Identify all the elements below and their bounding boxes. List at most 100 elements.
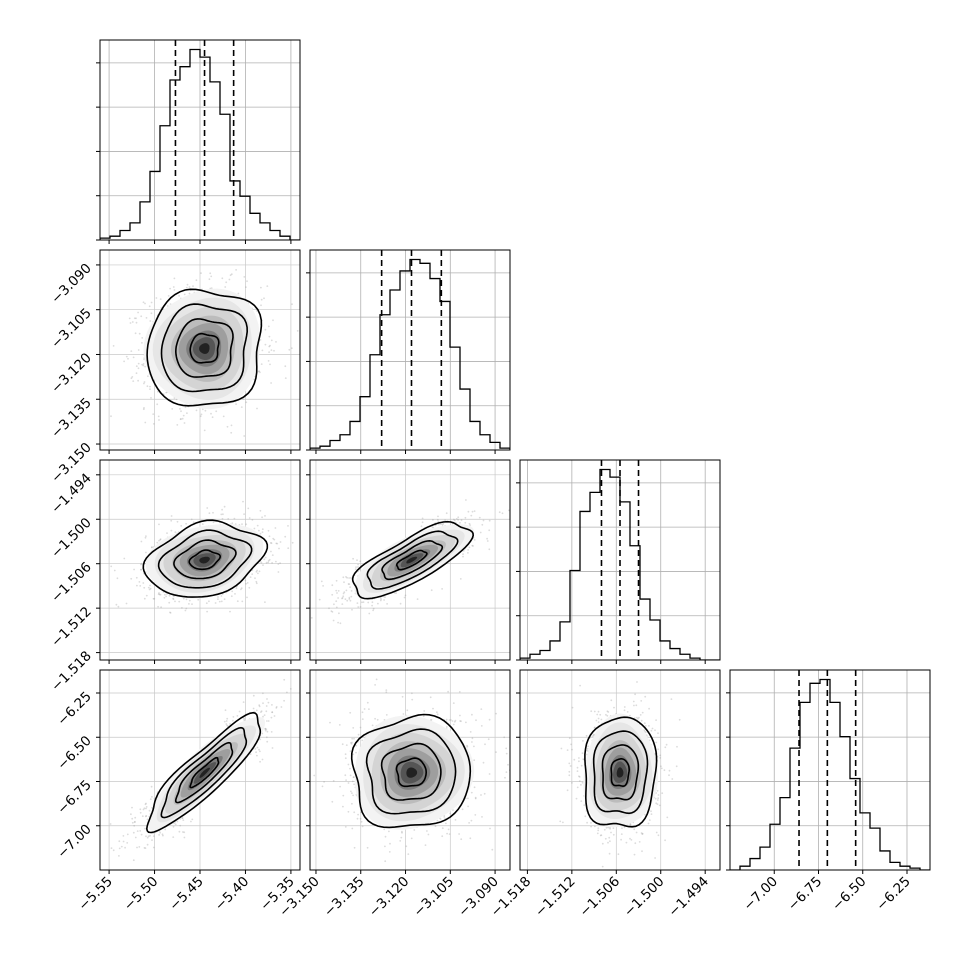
scatter-point xyxy=(353,783,355,786)
scatter-point xyxy=(258,704,261,707)
scatter-point xyxy=(261,349,264,352)
scatter-point xyxy=(168,601,171,604)
scatter-point xyxy=(144,421,147,424)
panel-1-0 xyxy=(96,249,301,454)
scatter-point xyxy=(225,720,228,722)
contour-2 xyxy=(160,303,249,393)
scatter-point xyxy=(215,410,218,413)
scatter-point xyxy=(372,607,375,610)
scatter-point xyxy=(296,330,299,332)
scatter-point xyxy=(344,753,347,756)
scatter-point xyxy=(629,714,631,717)
scatter-point xyxy=(604,837,607,840)
scatter-point xyxy=(226,725,229,728)
scatter-point xyxy=(337,597,339,599)
scatter-point xyxy=(466,745,469,748)
scatter-point xyxy=(366,846,369,849)
scatter-point xyxy=(329,721,331,724)
scatter-point xyxy=(172,598,175,601)
scatter-point xyxy=(227,518,230,520)
scatter-point xyxy=(188,292,191,295)
scatter-point xyxy=(256,746,259,749)
scatter-point xyxy=(460,838,463,841)
scatter-point xyxy=(271,704,273,706)
scatter-point xyxy=(350,743,353,745)
scatter-point xyxy=(436,518,439,521)
scatter-point xyxy=(203,429,206,432)
scatter-point xyxy=(184,406,187,409)
scatter-point xyxy=(181,817,184,820)
scatter-point xyxy=(128,317,131,320)
x-tick-label: −3.120 xyxy=(366,874,413,921)
scatter-point xyxy=(459,521,461,524)
scatter-point xyxy=(270,382,272,384)
scatter-point xyxy=(109,823,112,825)
scatter-point xyxy=(467,805,469,808)
scatter-point xyxy=(471,544,474,547)
scatter-point xyxy=(163,596,166,599)
scatter-point xyxy=(172,825,175,828)
scatter-point xyxy=(259,532,262,535)
scatter-point xyxy=(184,609,187,612)
scatter-point xyxy=(240,406,243,408)
contour-0 xyxy=(395,757,428,788)
scatter-point xyxy=(261,758,264,761)
scatter-point xyxy=(217,596,219,598)
scatter-point xyxy=(348,577,350,579)
scatter-point xyxy=(169,287,172,290)
scatter-point xyxy=(581,781,584,784)
scatter-point xyxy=(143,847,146,849)
density-level-7 xyxy=(199,343,210,354)
scatter-point xyxy=(134,836,137,839)
scatter-point xyxy=(176,520,179,523)
scatter-point xyxy=(356,559,358,561)
scatter-point xyxy=(236,715,239,717)
scatter-point xyxy=(152,423,155,425)
scatter-point xyxy=(462,553,464,555)
scatter-point xyxy=(159,539,162,541)
scatter-point xyxy=(568,762,571,765)
scatter-point xyxy=(264,601,266,603)
scatter-point xyxy=(665,743,668,746)
scatter-point xyxy=(259,509,262,512)
scatter-point xyxy=(131,321,134,323)
scatter-point xyxy=(124,846,126,849)
scatter-point xyxy=(181,607,183,609)
scatter-point xyxy=(271,747,274,749)
y-tick-label: −6.25 xyxy=(54,689,95,730)
scatter-point xyxy=(436,713,439,716)
density-level-7 xyxy=(199,556,210,564)
scatter-point xyxy=(675,765,678,768)
scatter-point xyxy=(474,796,477,799)
scatter-point xyxy=(268,535,271,538)
scatter-point xyxy=(139,808,142,811)
scatter-point xyxy=(158,593,161,596)
scatter-point xyxy=(273,349,275,352)
scatter-point xyxy=(150,397,152,399)
scatter-point xyxy=(270,550,272,553)
scatter-point xyxy=(136,584,138,587)
scatter-point xyxy=(143,358,146,361)
scatter-point xyxy=(266,720,268,722)
scatter-point xyxy=(468,522,471,525)
scatter-point xyxy=(507,763,509,766)
scatter-point xyxy=(454,819,457,821)
scatter-point xyxy=(385,714,388,716)
scatter-point xyxy=(453,519,456,522)
scatter-point xyxy=(133,821,136,823)
scatter-point xyxy=(503,736,506,739)
scatter-point xyxy=(142,364,145,367)
scatter-point xyxy=(351,792,353,794)
scatter-point xyxy=(573,758,576,761)
scatter-point xyxy=(350,577,352,579)
scatter-point xyxy=(174,531,177,533)
scatter-point xyxy=(158,523,160,526)
scatter-point xyxy=(421,517,424,520)
scatter-point xyxy=(223,598,226,601)
scatter-point xyxy=(157,390,159,393)
scatter-point xyxy=(174,600,176,603)
scatter-point xyxy=(183,422,186,424)
scatter-point xyxy=(586,747,589,750)
scatter-point xyxy=(118,840,121,843)
